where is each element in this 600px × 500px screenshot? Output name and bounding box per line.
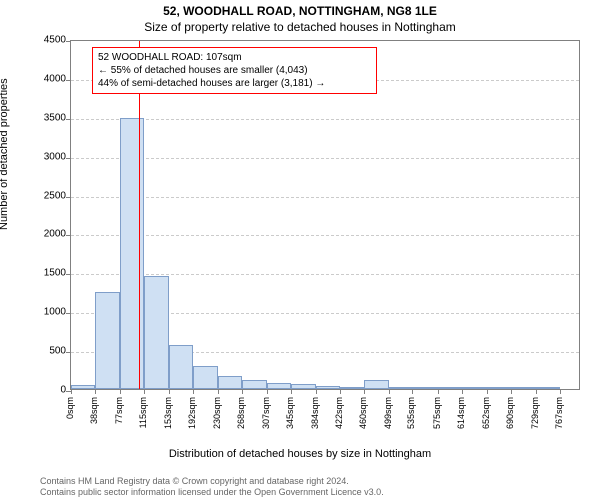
xtick-label: 614sqm	[456, 397, 466, 447]
ytick-label: 3500	[26, 112, 66, 123]
ytick-label: 1500	[26, 268, 66, 279]
xtick-mark	[412, 389, 413, 394]
chart-subtitle: Size of property relative to detached ho…	[0, 20, 600, 34]
ytick-mark	[66, 274, 71, 275]
xtick-mark	[316, 389, 317, 394]
ytick-mark	[66, 197, 71, 198]
xtick-mark	[144, 389, 145, 394]
ytick-mark	[66, 313, 71, 314]
xtick-mark	[364, 389, 365, 394]
histogram-bar	[95, 292, 120, 389]
xtick-mark	[560, 389, 561, 394]
xtick-mark	[389, 389, 390, 394]
xtick-mark	[242, 389, 243, 394]
xtick-mark	[169, 389, 170, 394]
xtick-label: 422sqm	[334, 397, 344, 447]
histogram-bar	[412, 387, 438, 389]
xtick-label: 460sqm	[358, 397, 368, 447]
y-axis-label: Number of detached properties	[0, 78, 10, 230]
x-axis-label: Distribution of detached houses by size …	[0, 448, 600, 460]
ytick-mark	[66, 80, 71, 81]
histogram-bar	[218, 376, 242, 389]
xtick-label: 38sqm	[89, 397, 99, 447]
histogram-bar	[316, 386, 340, 390]
xtick-mark	[340, 389, 341, 394]
histogram-bar	[487, 387, 511, 389]
xtick-label: 192sqm	[187, 397, 197, 447]
xtick-mark	[438, 389, 439, 394]
gridline	[71, 274, 579, 275]
histogram-bar	[242, 380, 267, 389]
histogram-bar	[340, 387, 364, 389]
ytick-mark	[66, 119, 71, 120]
histogram-bar	[193, 366, 217, 389]
xtick-label: 690sqm	[505, 397, 515, 447]
xtick-label: 499sqm	[383, 397, 393, 447]
xtick-label: 307sqm	[261, 397, 271, 447]
chart-title: 52, WOODHALL ROAD, NOTTINGHAM, NG8 1LE	[0, 4, 600, 18]
annotation-line2: ← 55% of detached houses are smaller (4,…	[98, 64, 371, 77]
xtick-mark	[536, 389, 537, 394]
xtick-mark	[267, 389, 268, 394]
ytick-label: 1000	[26, 307, 66, 318]
xtick-label: 729sqm	[530, 397, 540, 447]
xtick-label: 153sqm	[163, 397, 173, 447]
xtick-mark	[71, 389, 72, 394]
ytick-label: 2500	[26, 190, 66, 201]
xtick-label: 115sqm	[138, 397, 148, 447]
histogram-bar	[71, 385, 95, 389]
xtick-label: 77sqm	[114, 397, 124, 447]
histogram-bar	[364, 380, 389, 389]
xtick-label: 767sqm	[554, 397, 564, 447]
xtick-mark	[291, 389, 292, 394]
histogram-bar	[511, 387, 536, 389]
histogram-bar	[267, 383, 291, 389]
ytick-label: 0	[26, 385, 66, 396]
gridline	[71, 119, 579, 120]
xtick-mark	[462, 389, 463, 394]
ytick-label: 3000	[26, 151, 66, 162]
histogram-bar	[438, 387, 463, 389]
histogram-bar	[169, 345, 194, 389]
chart-container: 52, WOODHALL ROAD, NOTTINGHAM, NG8 1LE S…	[0, 0, 600, 500]
xtick-mark	[193, 389, 194, 394]
footer-line2: Contains public sector information licen…	[40, 487, 592, 498]
histogram-bar	[462, 387, 486, 389]
footer-line1: Contains HM Land Registry data © Crown c…	[40, 476, 592, 487]
gridline	[71, 158, 579, 159]
xtick-mark	[511, 389, 512, 394]
ytick-mark	[66, 41, 71, 42]
xtick-mark	[95, 389, 96, 394]
xtick-mark	[120, 389, 121, 394]
gridline	[71, 235, 579, 236]
ytick-mark	[66, 235, 71, 236]
histogram-bar	[389, 387, 412, 389]
xtick-label: 230sqm	[212, 397, 222, 447]
histogram-bar	[536, 387, 560, 389]
xtick-label: 652sqm	[481, 397, 491, 447]
xtick-label: 384sqm	[310, 397, 320, 447]
footer: Contains HM Land Registry data © Crown c…	[40, 476, 592, 499]
xtick-mark	[218, 389, 219, 394]
xtick-label: 268sqm	[236, 397, 246, 447]
ytick-label: 500	[26, 346, 66, 357]
ytick-label: 4500	[26, 35, 66, 46]
xtick-mark	[487, 389, 488, 394]
histogram-bar	[144, 276, 168, 389]
xtick-label: 575sqm	[432, 397, 442, 447]
annotation-line3: 44% of semi-detached houses are larger (…	[98, 77, 371, 90]
ytick-label: 2000	[26, 229, 66, 240]
gridline	[71, 197, 579, 198]
annotation-line1: 52 WOODHALL ROAD: 107sqm	[98, 51, 371, 64]
annotation-box: 52 WOODHALL ROAD: 107sqm ← 55% of detach…	[92, 47, 377, 94]
xtick-label: 0sqm	[65, 397, 75, 447]
ytick-mark	[66, 158, 71, 159]
ytick-mark	[66, 352, 71, 353]
ytick-label: 4000	[26, 73, 66, 84]
xtick-label: 345sqm	[285, 397, 295, 447]
histogram-bar	[120, 118, 144, 389]
xtick-label: 535sqm	[406, 397, 416, 447]
histogram-bar	[291, 384, 316, 389]
